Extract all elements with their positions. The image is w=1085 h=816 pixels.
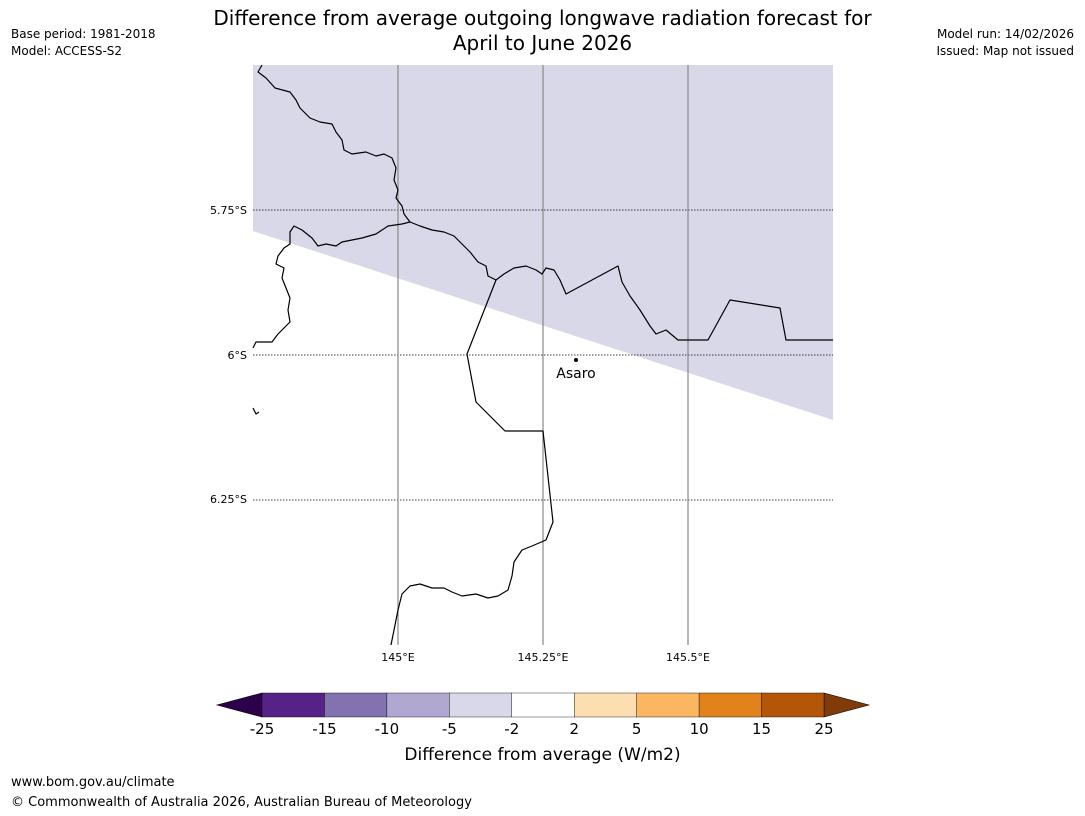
title-line-1: Difference from average outgoing longwav…	[213, 6, 872, 30]
colorbar-tick-label: -2	[504, 720, 520, 738]
boundary-north-east	[409, 221, 833, 341]
colorbar-swatch	[449, 692, 512, 718]
colorbar-swatch	[636, 692, 700, 718]
lon-label-145-5: 145.5°E	[666, 651, 710, 664]
map-title: Difference from average outgoing longwav…	[150, 6, 935, 56]
colorbar-tick-label: -10	[374, 720, 400, 738]
colorbar-swatch	[574, 692, 637, 718]
boundary-south	[390, 279, 554, 646]
colorbar-tick-label: -5	[441, 720, 457, 738]
footer-url[interactable]: www.bom.gov.au/climate	[11, 775, 175, 790]
colorbar-swatch	[261, 692, 325, 718]
asaro-label: Asaro	[556, 366, 595, 382]
colorbar-swatch	[698, 692, 762, 718]
lat-label-5-75: 5.75°S	[210, 204, 247, 217]
colorbar-high-extend	[823, 692, 871, 718]
colorbar-swatch	[386, 692, 450, 718]
title-line-2: April to June 2026	[452, 31, 633, 55]
lon-label-145-25: 145.25°E	[518, 651, 569, 664]
colorbar-swatch	[511, 692, 575, 718]
base-period-text: Base period: 1981-2018	[11, 27, 156, 41]
lat-label-6: 6°S	[228, 349, 247, 362]
run-info: Model run: 14/02/2026 Issued: Map not is…	[936, 26, 1074, 60]
colorbar-tick-label: -15	[312, 720, 337, 738]
boundary-north-west	[252, 64, 411, 349]
colorbar-low-extend	[215, 692, 263, 718]
colorbar-tick-label: 25	[814, 720, 834, 738]
colorbar	[215, 692, 871, 718]
colorbar-tick-label: 2	[569, 720, 579, 738]
lat-label-6-25: 6.25°S	[210, 493, 247, 506]
colorbar-tick-label: 5	[631, 720, 642, 738]
colorbar-tick-label: 15	[752, 720, 772, 738]
colorbar-swatch	[324, 692, 388, 718]
model-name-text: Model: ACCESS-S2	[11, 44, 123, 58]
model-run-text: Model run: 14/02/2026	[936, 27, 1074, 41]
asaro-marker	[574, 358, 578, 362]
boundary-fragment	[252, 407, 260, 415]
lon-label-145: 145°E	[381, 651, 414, 664]
colorbar-tick-label: 10	[689, 720, 709, 738]
province-boundaries	[252, 64, 833, 646]
footer-copyright: © Commonwealth of Australia 2026, Austra…	[11, 795, 472, 810]
model-info: Base period: 1981-2018 Model: ACCESS-S2	[11, 26, 156, 60]
colorbar-label: Difference from average (W/m2)	[404, 745, 681, 765]
colorbar-swatch	[761, 692, 825, 718]
issued-text: Issued: Map not issued	[936, 44, 1074, 58]
colorbar-tick-label: -25	[249, 720, 275, 738]
